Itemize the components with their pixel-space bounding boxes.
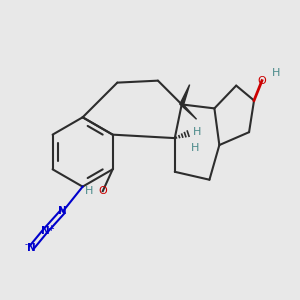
Text: H: H [190, 143, 199, 153]
Text: O: O [258, 76, 266, 85]
Text: +: + [47, 224, 54, 233]
Text: -: - [25, 241, 28, 250]
Text: H: H [85, 186, 93, 196]
Text: N: N [58, 206, 67, 216]
Polygon shape [180, 85, 190, 104]
Text: N: N [27, 243, 35, 253]
Text: N: N [40, 226, 50, 236]
Text: H: H [272, 68, 280, 78]
Text: H: H [192, 127, 201, 137]
Polygon shape [180, 104, 196, 119]
Text: O: O [98, 186, 107, 196]
